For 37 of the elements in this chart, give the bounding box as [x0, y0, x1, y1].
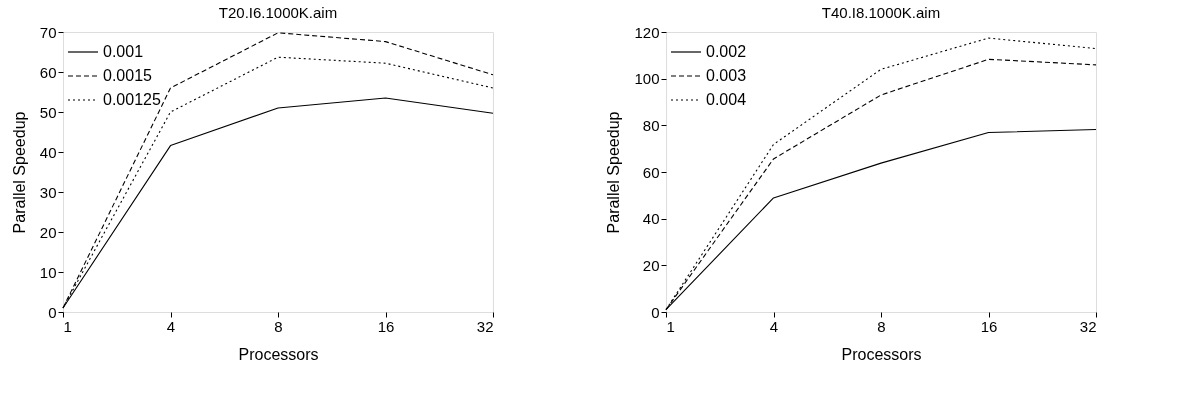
x-tick-label: 1: [63, 317, 72, 335]
y-axis-title: Parallel Speedup: [605, 111, 623, 234]
y-tick-label: 80: [642, 116, 660, 134]
x-tick-label: 8: [877, 317, 886, 335]
legend-label: 0.004: [706, 91, 747, 108]
x-tick-label: 8: [274, 317, 283, 335]
y-tick-label: 60: [39, 63, 57, 81]
legend-label: 0.002: [706, 43, 747, 60]
x-tick-label: 4: [166, 317, 176, 335]
legend-label: 0.003: [706, 67, 747, 84]
chart-title: T40.I8.1000K.aim: [821, 4, 941, 21]
x-axis-title: Processors: [238, 345, 319, 363]
x-tick-label: 32: [476, 317, 494, 335]
legend-label: 0.0015: [103, 67, 153, 84]
x-axis-title: Processors: [841, 345, 922, 363]
y-tick-label: 70: [39, 23, 57, 41]
legend-label: 0.00125: [103, 91, 161, 108]
y-tick-label: 30: [39, 183, 57, 201]
y-tick-label: 100: [634, 70, 660, 88]
x-tick-label: 16: [377, 317, 395, 335]
y-tick-label: 20: [642, 256, 660, 274]
x-tick-label: 16: [980, 317, 998, 335]
y-tick-label: 10: [39, 263, 57, 281]
y-tick-label: 60: [642, 163, 660, 181]
y-tick-label: 0: [48, 303, 57, 321]
y-tick-label: 50: [39, 103, 57, 121]
y-tick-label: 120: [634, 23, 660, 41]
legend-label: 0.001: [103, 43, 144, 60]
x-tick-label: 32: [1079, 317, 1097, 335]
y-tick-label: 40: [39, 143, 57, 161]
y-axis-title: Parallel Speedup: [10, 111, 28, 234]
y-tick-label: 20: [39, 223, 57, 241]
y-tick-label: 0: [651, 303, 660, 321]
y-tick-label: 40: [642, 210, 660, 228]
x-tick-label: 1: [666, 317, 675, 335]
x-tick-label: 4: [769, 317, 779, 335]
chart-title: T20.I6.1000K.aim: [218, 4, 338, 21]
